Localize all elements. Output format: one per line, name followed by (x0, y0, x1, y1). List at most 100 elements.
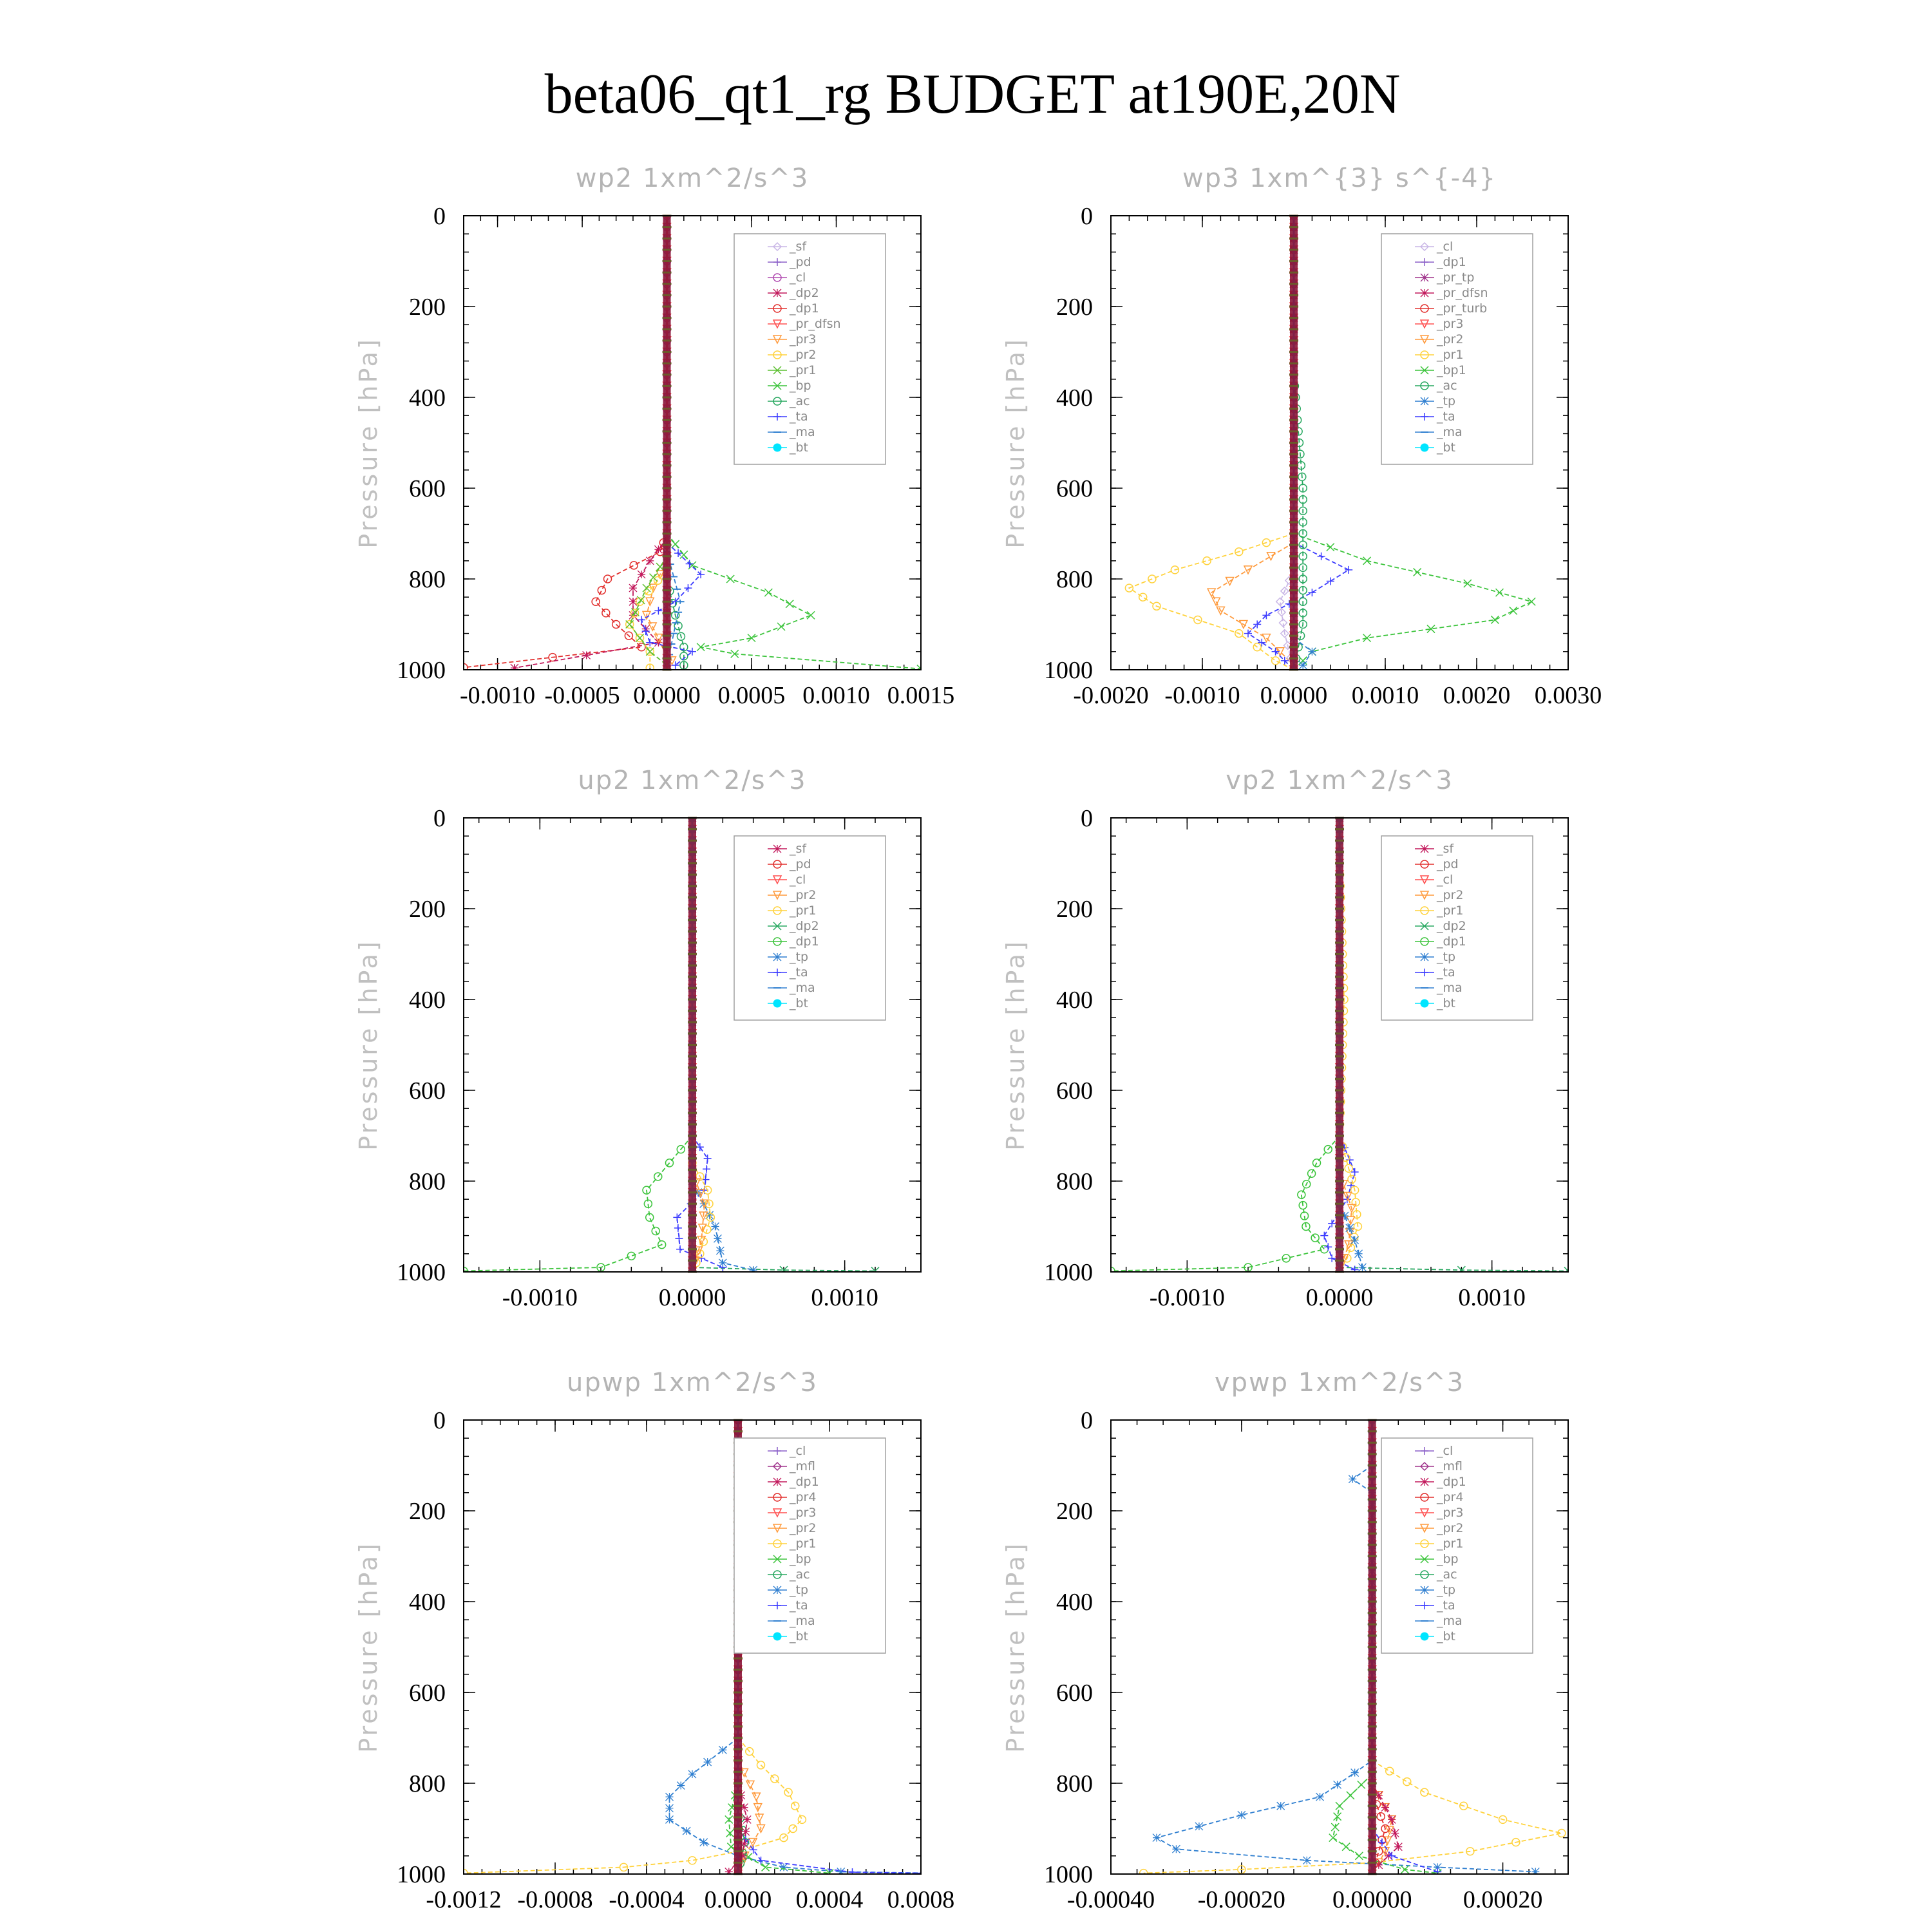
y-tick-label: 1000 (397, 1259, 446, 1286)
x-tick-label: 0.0010 (1458, 1284, 1526, 1311)
x-tick-label: -0.0010 (502, 1284, 578, 1311)
legend-label: _ta (1436, 410, 1455, 424)
legend-marker (772, 891, 782, 900)
legend-item: _ac (768, 394, 810, 408)
series-line-pr2 (1339, 1171, 1352, 1272)
panel-3: up2 1xm^2/s^3 Pressure [hPa] -0.0010 0.0000… (354, 766, 922, 1311)
legend-label: _pr_dfsn (789, 317, 841, 331)
series-line-pr1 (464, 1737, 803, 1874)
legend-item: _ta (1415, 965, 1455, 980)
legend-label: _mfl (789, 1459, 815, 1473)
data-point (1527, 597, 1536, 606)
legend-item: _dp1 (1415, 255, 1466, 269)
data-point (837, 1868, 846, 1874)
series-line-pr4 (1371, 1792, 1386, 1874)
data-point (1266, 552, 1276, 562)
data-point (688, 647, 696, 656)
data-point (679, 550, 688, 559)
y-tick-label: 600 (1056, 475, 1093, 502)
y-tick-label: 600 (409, 475, 446, 502)
legend-label: _pr4 (1436, 1490, 1463, 1504)
legend-label: _pr_tp (1436, 270, 1474, 285)
legend-marker (1420, 922, 1429, 931)
legend-label: _dp2 (789, 286, 819, 300)
data-point (1280, 656, 1289, 665)
data-point (464, 663, 468, 670)
data-point (1329, 1833, 1338, 1842)
data-point (1302, 1856, 1311, 1865)
data-point (629, 583, 638, 592)
series-line-ac (666, 578, 685, 665)
legend-item: _dp2 (768, 286, 819, 300)
legend-box (1381, 1437, 1533, 1654)
y-tick-label: 200 (1056, 294, 1093, 321)
data-point (1243, 565, 1253, 575)
series-markers-tp (688, 1177, 758, 1272)
data-point (1413, 567, 1422, 576)
data-point (637, 643, 646, 652)
data-point (654, 607, 663, 615)
legend: _sf_pd _cl_pr2 _pr1_dp2_dp1_tp_ta_ma_bt (1381, 835, 1533, 1021)
legend-marker (1420, 844, 1429, 853)
legend-item: _ac (1415, 379, 1457, 393)
data-point (636, 596, 645, 605)
data-point (671, 661, 679, 669)
data-point (548, 652, 557, 662)
legend-label: _sf (789, 240, 807, 254)
data-point (1385, 1766, 1394, 1776)
panel-6: vpwp 1xm^2/s^3 Pressure [hPa] -0.00040 -0.0… (1001, 1368, 1569, 1913)
y-tick-label: 800 (1056, 566, 1093, 593)
legend-label: _pr2 (789, 1521, 816, 1535)
legend-marker (773, 969, 781, 976)
data-point (1333, 1780, 1342, 1789)
legend-marker (1421, 258, 1428, 266)
data-point (1280, 629, 1289, 638)
legend-marker (1421, 1447, 1428, 1455)
legend-item: _bt (768, 996, 808, 1010)
data-point (1400, 1865, 1409, 1874)
legend-label: _cl (1436, 873, 1453, 887)
data-point (642, 583, 651, 592)
legend-item: _pr_dfsn (1415, 286, 1488, 300)
data-point (1341, 1842, 1350, 1852)
legend-item: _cl (1415, 1444, 1453, 1458)
data-point (1498, 1815, 1508, 1824)
legend-marker (1420, 350, 1429, 359)
legend-marker (1420, 1570, 1429, 1579)
data-point (1381, 1803, 1390, 1812)
data-point (665, 1804, 674, 1813)
data-point (1335, 1801, 1344, 1810)
data-point (1297, 1190, 1306, 1199)
data-point (1171, 1844, 1180, 1853)
data-point (510, 663, 519, 670)
data-point (1358, 1263, 1367, 1272)
data-point (1298, 518, 1307, 527)
data-point (715, 1246, 724, 1255)
data-point (743, 1815, 752, 1824)
legend-marker (773, 1555, 782, 1564)
x-tick-label: 0.0000 (1306, 1284, 1374, 1311)
data-point (643, 1199, 653, 1208)
x-tick-label: 0.00020 (1463, 1886, 1543, 1913)
data-point (1298, 506, 1307, 515)
legend-item: _tp (1415, 950, 1455, 964)
legend-item: _pr1 (768, 904, 816, 918)
x-tick-label: -0.00040 (1067, 1886, 1155, 1913)
legend-marker (1420, 999, 1429, 1008)
legend-label: _bt (1436, 1629, 1455, 1643)
legend-label: _sf (1436, 842, 1454, 856)
data-point (1302, 1179, 1311, 1189)
x-tick-label: 0.0000 (659, 1284, 726, 1311)
data-point (726, 574, 735, 583)
data-point (1311, 1233, 1320, 1242)
data-point (1324, 1243, 1332, 1251)
data-point (699, 1237, 708, 1246)
legend-item: _pr_tp (1415, 270, 1474, 285)
data-point (756, 1824, 766, 1834)
data-point (1394, 1842, 1403, 1852)
y-tick-label: 0 (1081, 203, 1093, 230)
y-tick-label: 400 (409, 1589, 446, 1616)
data-point (1312, 1159, 1321, 1168)
series-markers-bp (663, 529, 921, 670)
